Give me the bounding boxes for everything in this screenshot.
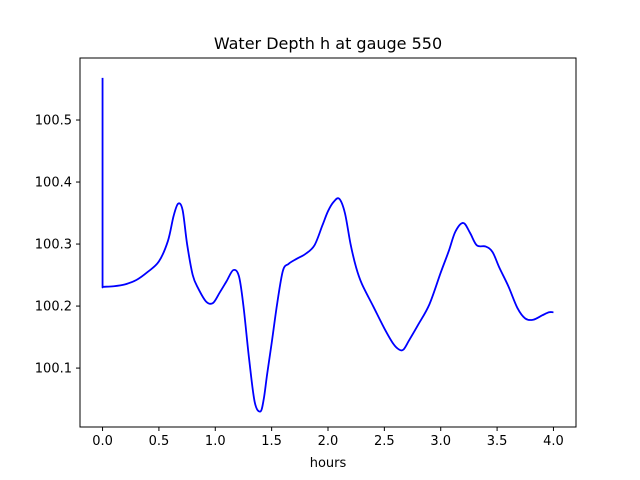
x-tick-label: 3.0 — [430, 434, 451, 449]
series-line-0 — [101, 77, 554, 413]
plot-layer — [101, 77, 554, 413]
y-tick-label: 100.4 — [35, 176, 72, 191]
plot-frame — [79, 57, 577, 428]
x-axis: 0.0 0.5 1.0 1.5 2.0 2.5 3.0 3.5 4.0 — [92, 427, 564, 449]
y-tick-label: 100.1 — [35, 362, 72, 377]
x-tick-label: 2.0 — [318, 434, 339, 449]
y-tick-label: 100.3 — [35, 238, 72, 253]
x-axis-title: hours — [310, 456, 347, 471]
chart-title: Water Depth h at gauge 550 — [214, 34, 442, 53]
x-tick-label: 4.0 — [543, 434, 564, 449]
y-tick-label: 100.2 — [35, 300, 72, 315]
y-axis: 100.1 100.2 100.3 100.4 100.5 — [35, 114, 80, 377]
x-tick-label: 2.5 — [374, 434, 395, 449]
x-tick-label: 3.5 — [487, 434, 508, 449]
y-tick-label: 100.5 — [35, 114, 72, 129]
x-tick-label: 0.5 — [149, 434, 170, 449]
x-tick-label: 0.0 — [92, 434, 113, 449]
x-tick-label: 1.5 — [261, 434, 282, 449]
x-tick-label: 1.0 — [205, 434, 226, 449]
